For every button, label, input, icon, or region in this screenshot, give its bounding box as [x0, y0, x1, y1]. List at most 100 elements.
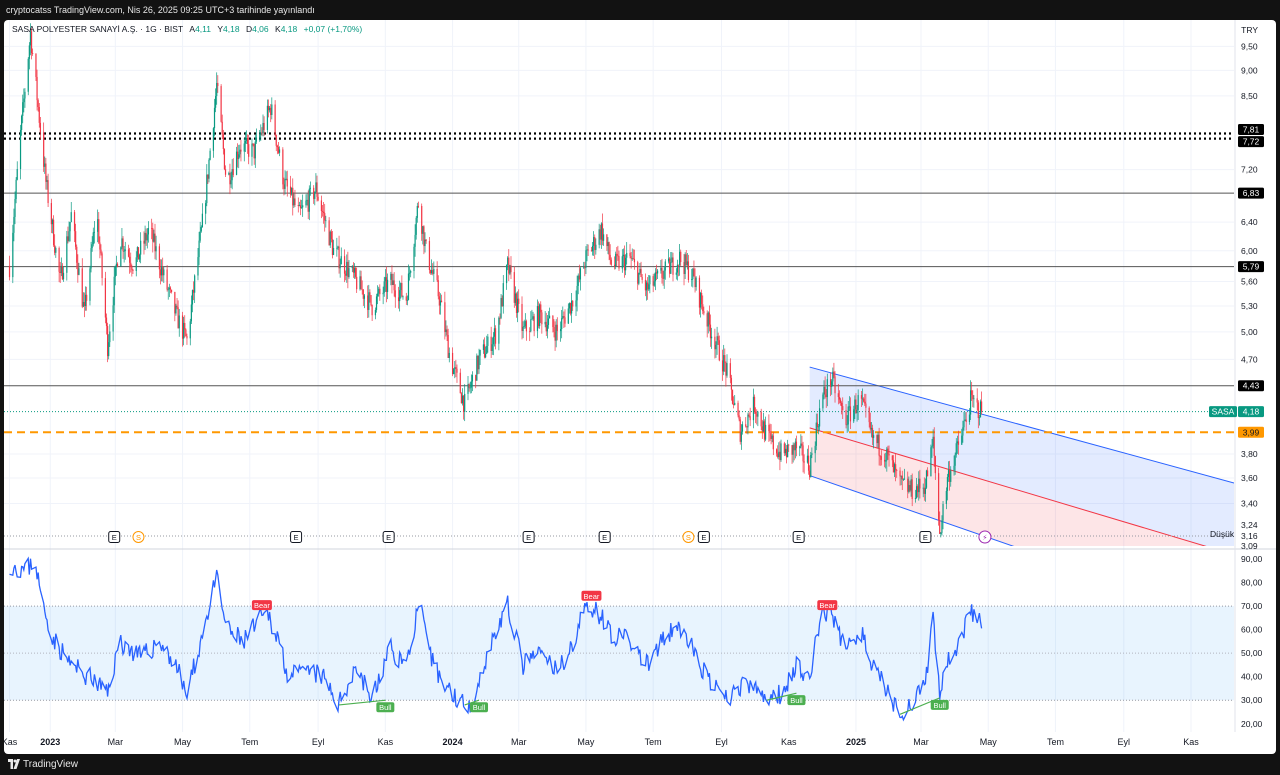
candle-body[interactable]: [274, 104, 276, 136]
candle-body[interactable]: [299, 205, 302, 209]
candle-body[interactable]: [544, 321, 546, 325]
candle-body[interactable]: [870, 427, 872, 430]
bear-divergence-badge[interactable]: [817, 600, 838, 611]
candle-body[interactable]: [834, 376, 836, 394]
candle-body[interactable]: [886, 448, 888, 461]
candle-body[interactable]: [455, 367, 457, 369]
candle-body[interactable]: [810, 454, 812, 478]
candle-body[interactable]: [841, 402, 843, 407]
candle-body[interactable]: [768, 424, 770, 432]
candle-body[interactable]: [877, 434, 879, 444]
candle-body[interactable]: [770, 433, 772, 439]
candle-body[interactable]: [785, 448, 788, 458]
candle-body[interactable]: [261, 132, 263, 134]
candle-body[interactable]: [369, 292, 371, 296]
candle-body[interactable]: [410, 270, 412, 273]
candle-body[interactable]: [467, 384, 469, 394]
candle-body[interactable]: [12, 232, 14, 278]
candle-body[interactable]: [772, 435, 774, 450]
candle-body[interactable]: [167, 289, 169, 291]
candle-body[interactable]: [325, 220, 327, 222]
candle-body[interactable]: [955, 443, 957, 455]
candle-body[interactable]: [848, 406, 850, 408]
candle-body[interactable]: [81, 268, 83, 307]
candle-body[interactable]: [591, 245, 594, 252]
candle-body[interactable]: [917, 486, 919, 493]
candle-body[interactable]: [501, 297, 503, 307]
candle-body[interactable]: [863, 398, 865, 402]
candle-body[interactable]: [652, 276, 654, 286]
candle-body[interactable]: [421, 205, 423, 234]
candle-body[interactable]: [865, 403, 867, 408]
candle-body[interactable]: [51, 219, 54, 225]
candle-body[interactable]: [90, 248, 92, 269]
candle-body[interactable]: [760, 411, 762, 427]
candle-body[interactable]: [270, 107, 272, 115]
candle-body[interactable]: [914, 497, 917, 499]
candle-body[interactable]: [568, 303, 571, 309]
candle-body[interactable]: [699, 292, 702, 308]
candle-body[interactable]: [347, 261, 349, 278]
candle-body[interactable]: [385, 277, 388, 292]
event-markers[interactable]: E S E E E E S E E E ⚡: [108, 530, 992, 544]
candle-body[interactable]: [168, 287, 170, 290]
candle-body[interactable]: [390, 273, 392, 280]
candle-body[interactable]: [278, 149, 281, 153]
candle-body[interactable]: [23, 98, 25, 103]
candle-body[interactable]: [971, 390, 973, 395]
candle-body[interactable]: [893, 464, 896, 473]
candle-body[interactable]: [523, 326, 525, 328]
candle-body[interactable]: [185, 329, 187, 337]
split-event-marker[interactable]: [682, 531, 695, 543]
candle-body[interactable]: [721, 360, 724, 372]
candle-body[interactable]: [686, 261, 688, 265]
candle-body[interactable]: [945, 490, 947, 504]
candle-body[interactable]: [343, 256, 346, 274]
candle-body[interactable]: [176, 305, 178, 308]
candle-body[interactable]: [253, 143, 255, 159]
candle-body[interactable]: [734, 402, 736, 405]
candle-body[interactable]: [826, 379, 828, 398]
candle-body[interactable]: [911, 479, 913, 499]
candle-body[interactable]: [82, 302, 84, 307]
candle-body[interactable]: [70, 212, 72, 223]
rsi-line[interactable]: [9, 556, 983, 722]
candle-body[interactable]: [262, 122, 264, 134]
candle-body[interactable]: [374, 309, 377, 316]
candle-body[interactable]: [144, 232, 146, 244]
candle-body[interactable]: [644, 279, 647, 291]
candle-body[interactable]: [145, 232, 147, 241]
candle-body[interactable]: [252, 143, 254, 145]
candle-body[interactable]: [428, 241, 431, 271]
candle-body[interactable]: [231, 169, 233, 181]
candle-body[interactable]: [112, 305, 114, 332]
candle-body[interactable]: [483, 344, 486, 358]
candle-body[interactable]: [147, 228, 149, 235]
candle-body[interactable]: [13, 216, 15, 233]
candle-body[interactable]: [749, 416, 751, 421]
candle-body[interactable]: [814, 445, 816, 454]
earnings-event-marker[interactable]: [919, 531, 932, 543]
candle-body[interactable]: [910, 479, 912, 491]
candle-body[interactable]: [879, 455, 881, 457]
candle-body[interactable]: [394, 290, 396, 298]
candle-body[interactable]: [120, 247, 122, 267]
candle-body[interactable]: [432, 270, 434, 274]
candle-body[interactable]: [818, 408, 821, 427]
candle-body[interactable]: [266, 105, 269, 130]
candle-body[interactable]: [637, 262, 639, 284]
candle-body[interactable]: [284, 178, 286, 189]
candle-body[interactable]: [307, 199, 309, 212]
candle-body[interactable]: [69, 222, 71, 232]
candle-body[interactable]: [32, 53, 34, 54]
candle-body[interactable]: [19, 129, 22, 170]
candle-body[interactable]: [950, 470, 952, 482]
candle-body[interactable]: [919, 478, 921, 489]
candle-body[interactable]: [478, 355, 480, 370]
candle-body[interactable]: [338, 246, 340, 269]
candle-body[interactable]: [547, 318, 550, 325]
candle-body[interactable]: [207, 174, 209, 179]
candle-body[interactable]: [525, 321, 528, 332]
candle-body[interactable]: [837, 393, 839, 398]
candle-body[interactable]: [423, 226, 425, 247]
